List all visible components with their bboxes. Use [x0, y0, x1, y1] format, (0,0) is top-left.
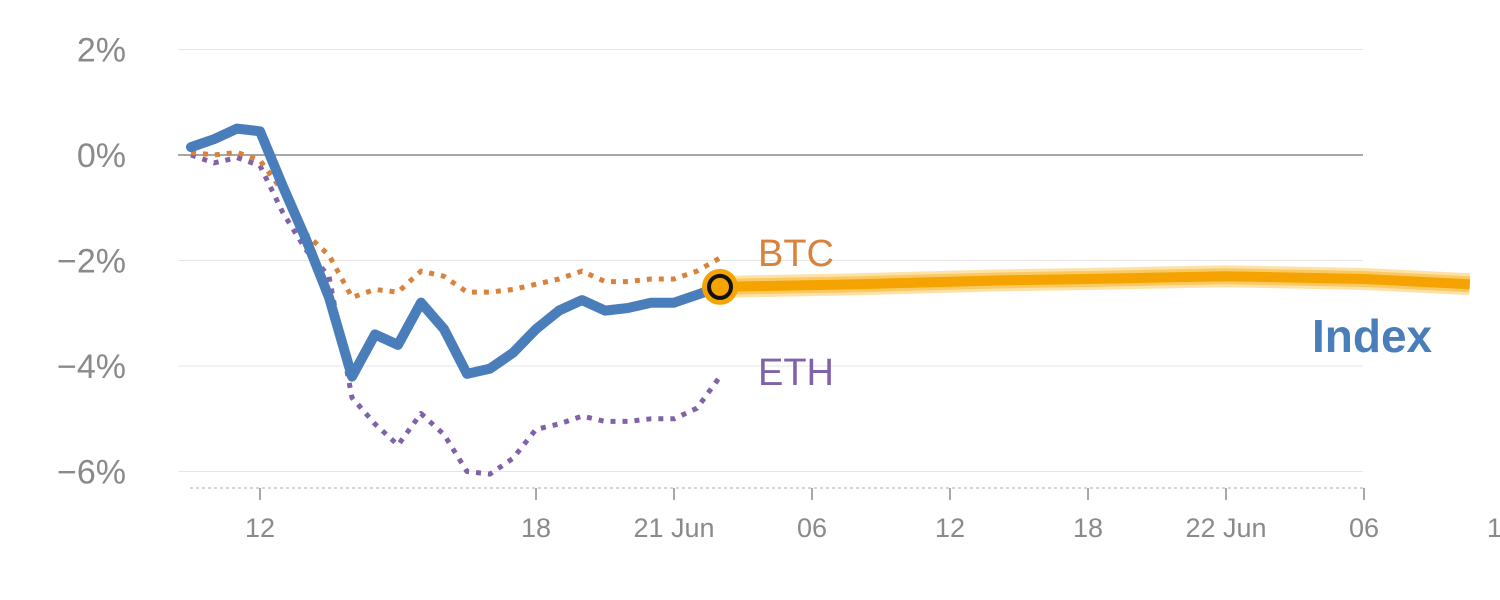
- series-label-eth: ETH: [758, 352, 834, 394]
- x-axis: 12 18 21 Jun 06 12 18 22 Jun 06 12: [190, 487, 1500, 543]
- series-line-index: [186, 123, 725, 382]
- y-tick-label: −2%: [57, 243, 126, 281]
- x-tick-label: 18: [1073, 513, 1103, 543]
- series-labels: BTC ETH Index: [758, 233, 1433, 394]
- grid-lines: [178, 49, 1363, 472]
- y-tick-label: −6%: [57, 454, 126, 492]
- x-tick-label: 18: [521, 513, 551, 543]
- x-tick-label: 22 Jun: [1185, 513, 1266, 543]
- x-tick-label: 21 Jun: [633, 513, 714, 543]
- x-tick-label: 06: [1349, 513, 1379, 543]
- series-lines: [186, 123, 1471, 477]
- y-tick-label: 0%: [77, 137, 126, 175]
- series-line-eth: [190, 152, 723, 477]
- x-tick-label: 06: [797, 513, 827, 543]
- series-line-btc: [190, 149, 722, 300]
- y-axis-tick-labels: 2% 0% −2% −4% −6%: [57, 32, 126, 492]
- y-tick-label: −4%: [57, 348, 126, 386]
- x-tick-label: 12: [245, 513, 275, 543]
- current-point-marker: [707, 273, 733, 300]
- x-tick-label: 12: [1487, 513, 1500, 543]
- index-forecast-line: [719, 271, 1471, 292]
- series-label-btc: BTC: [758, 233, 834, 275]
- y-tick-label: 2%: [77, 32, 126, 70]
- x-tick-label: 12: [935, 513, 965, 543]
- series-label-index: Index: [1312, 310, 1433, 362]
